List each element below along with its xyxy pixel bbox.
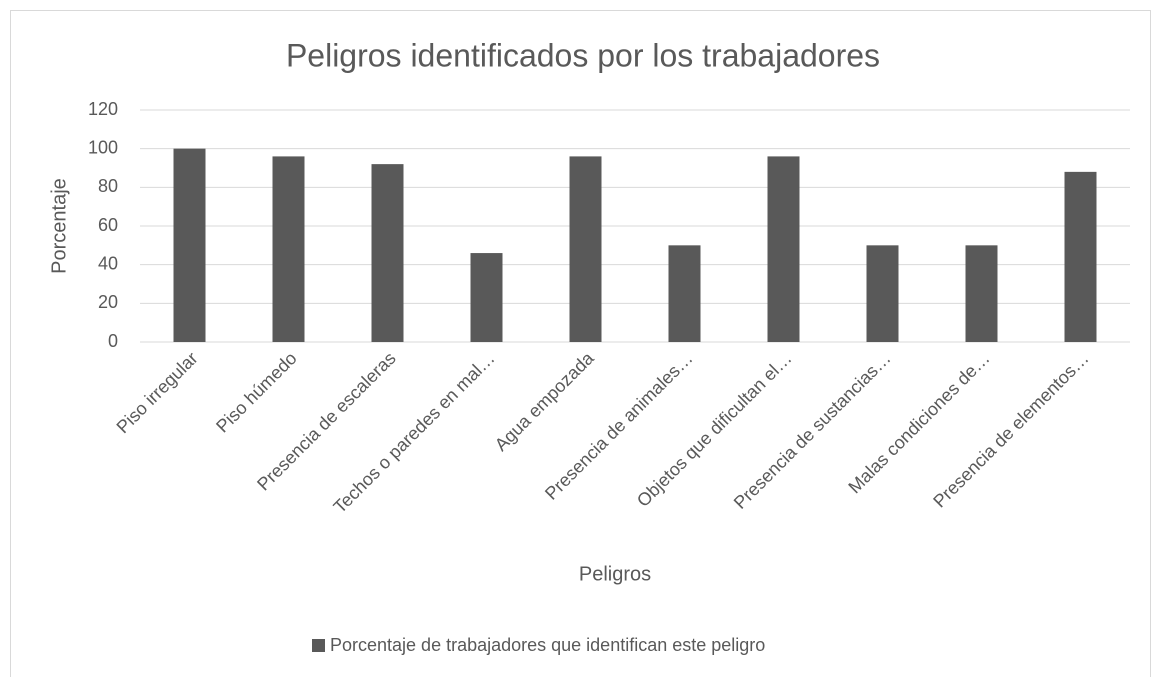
bar [668,245,701,342]
x-axis-label: Peligros [579,563,651,585]
y-tick-label: 100 [88,137,118,157]
bar [470,253,503,342]
bar [569,156,602,342]
x-tick-label: Presencia de sustancias… [730,348,895,513]
bar [272,156,305,342]
y-tick-label: 40 [98,253,118,273]
y-tick-label: 60 [98,215,118,235]
x-tick-label: Agua empozada [491,347,599,455]
y-tick-label: 80 [98,176,118,196]
x-tick-label: Piso húmedo [212,348,300,436]
x-tick-label: Piso irregular [113,348,202,437]
y-axis-label: Porcentaje [48,178,70,274]
bar [173,148,206,342]
chart-title: Peligros identificados por los trabajado… [286,37,880,73]
y-tick-label: 0 [108,331,118,351]
bar [371,164,404,342]
legend-label: Porcentaje de trabajadores que identific… [330,635,765,655]
bar [866,245,899,342]
legend-swatch [312,639,325,652]
y-tick-label: 20 [98,292,118,312]
bar [767,156,800,342]
x-tick-label: Techos o paredes en mal… [330,348,499,517]
bar [1064,171,1097,342]
bar [965,245,998,342]
y-tick-label: 120 [88,99,118,119]
